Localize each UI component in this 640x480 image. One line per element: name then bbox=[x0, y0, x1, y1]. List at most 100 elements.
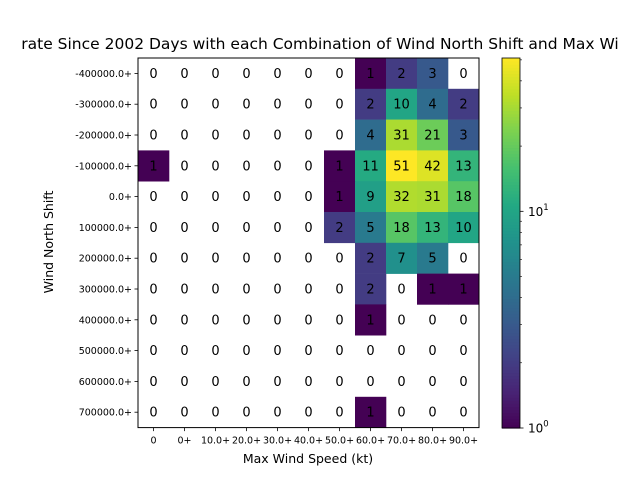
colorbar-segment bbox=[502, 412, 520, 417]
colorbar-segment bbox=[502, 360, 520, 364]
colorbar-segment bbox=[502, 397, 520, 401]
colorbar-segment bbox=[502, 88, 520, 93]
cell-value-label: 0 bbox=[242, 313, 250, 328]
colorbar-segment bbox=[502, 230, 520, 235]
cell-value-label: 13 bbox=[424, 221, 441, 236]
cell-value-label: 4 bbox=[366, 129, 374, 144]
colorbar-segment bbox=[502, 366, 520, 371]
colorbar-segment bbox=[502, 116, 520, 121]
cell-value-label: 0 bbox=[242, 159, 250, 174]
heatmap-cell bbox=[355, 242, 387, 274]
cell-value-label: 0 bbox=[149, 406, 157, 421]
cell-value-label: 0 bbox=[242, 344, 250, 359]
cell-value-label: 18 bbox=[455, 190, 472, 205]
cell-value-label: 0 bbox=[180, 375, 188, 390]
colorbar-segment bbox=[502, 378, 520, 383]
cell-value-label: 0 bbox=[180, 159, 188, 174]
colorbar-segment bbox=[502, 276, 520, 281]
heatmap-cell-labels: 0 0 0 0 0 0 0 1 2 3 00 0 0 0 0 0 0 2 10 4 20 0 0 0 0 0 0 4 31 21 31 0 0 0… bbox=[149, 67, 471, 421]
colorbar-segment bbox=[502, 252, 520, 256]
cell-value-label: 0 bbox=[180, 190, 188, 205]
cell-value-label: 10 bbox=[455, 221, 472, 236]
cell-value-label: 0 bbox=[211, 221, 219, 236]
heatmap-cell bbox=[448, 273, 480, 305]
heatmap-cell bbox=[324, 212, 356, 244]
heatmap-cell bbox=[417, 242, 449, 274]
colorbar-segment bbox=[502, 122, 520, 127]
colorbar-segment bbox=[502, 98, 520, 102]
cell-value-label: 0 bbox=[273, 283, 281, 298]
colorbar-segment bbox=[502, 298, 520, 303]
heatmap-cell bbox=[386, 58, 418, 90]
cell-value-label: 0 bbox=[242, 221, 250, 236]
colorbar-segment bbox=[502, 273, 520, 278]
colorbar-segment bbox=[502, 369, 520, 374]
colorbar-segment bbox=[502, 70, 520, 75]
cell-value-label: 1 bbox=[149, 159, 157, 174]
cell-value-label: 42 bbox=[424, 159, 441, 174]
colorbar-segment bbox=[502, 301, 520, 306]
heatmap-cell bbox=[324, 181, 356, 213]
y-tick-label: -100000.0+ bbox=[75, 161, 132, 172]
heatmap-cell bbox=[448, 150, 480, 182]
colorbar-segment bbox=[502, 286, 520, 290]
colorbar-segment bbox=[502, 153, 520, 158]
heatmap-cell bbox=[355, 181, 387, 213]
colorbar-segment bbox=[502, 415, 520, 420]
cell-value-label: 2 bbox=[366, 283, 374, 298]
heatmap-cell bbox=[386, 181, 418, 213]
cell-value-label: 1 bbox=[366, 67, 374, 82]
colorbar-segment bbox=[502, 249, 520, 253]
heatmap-cell bbox=[448, 212, 480, 244]
colorbar-tick-label: 101 bbox=[528, 203, 549, 219]
cell-value-label: 0 bbox=[335, 313, 343, 328]
colorbar-segment bbox=[502, 381, 520, 386]
cell-value-label: 0 bbox=[304, 98, 312, 113]
colorbar-segment bbox=[502, 150, 520, 155]
cell-value-label: 0 bbox=[273, 375, 281, 390]
cell-value-label: 7 bbox=[397, 252, 405, 267]
cell-value-label: 0 bbox=[335, 375, 343, 390]
colorbar-segment bbox=[502, 338, 520, 343]
cell-value-label: 0 bbox=[149, 252, 157, 267]
cell-value-label: 0 bbox=[149, 344, 157, 359]
cell-value-label: 0 bbox=[211, 190, 219, 205]
heatmap-cell bbox=[355, 88, 387, 120]
colorbar-segment bbox=[502, 61, 520, 65]
colorbar-segment bbox=[502, 418, 520, 423]
x-tick-labels: 0 0+ 10.0+ 20.0+ 30.0+ 40.0+ 50.0+ 60.0+ 70.0+ 80… bbox=[150, 427, 478, 447]
cell-value-label: 0 bbox=[180, 129, 188, 144]
heatmap-cell bbox=[386, 88, 418, 120]
cell-value-label: 0 bbox=[242, 375, 250, 390]
heatmap-cell bbox=[355, 273, 387, 305]
cell-value-label: 0 bbox=[397, 406, 405, 421]
colorbar-segment bbox=[502, 193, 520, 198]
cell-value-label: 0 bbox=[335, 406, 343, 421]
cell-value-label: 2 bbox=[397, 67, 405, 82]
cell-value-label: 0 bbox=[180, 67, 188, 82]
colorbar-segment bbox=[502, 310, 520, 315]
heatmap-cell bbox=[386, 150, 418, 182]
colorbar-segment bbox=[502, 270, 520, 275]
cell-value-label: 0 bbox=[335, 252, 343, 267]
colorbar-segment bbox=[502, 110, 520, 115]
y-tick-label: 0.0+ bbox=[109, 192, 132, 203]
cell-value-label: 0 bbox=[273, 221, 281, 236]
colorbar-segment bbox=[502, 218, 520, 223]
heatmap-cell bbox=[417, 273, 449, 305]
cell-value-label: 0 bbox=[304, 375, 312, 390]
colorbar-segment bbox=[502, 280, 520, 284]
colorbar-segment bbox=[502, 307, 520, 312]
colorbar-segment bbox=[502, 289, 520, 293]
cell-value-label: 0 bbox=[397, 313, 405, 328]
colorbar-segment bbox=[502, 332, 520, 337]
colorbar-segment bbox=[502, 258, 520, 263]
colorbar-segment bbox=[502, 101, 520, 105]
cell-value-label: 0 bbox=[459, 313, 467, 328]
cell-value-label: 0 bbox=[335, 98, 343, 113]
cell-value-label: 32 bbox=[393, 190, 410, 205]
x-tick-label: 30.0+ bbox=[263, 436, 292, 447]
colorbar-segment bbox=[502, 421, 520, 426]
cell-value-label: 9 bbox=[366, 190, 374, 205]
